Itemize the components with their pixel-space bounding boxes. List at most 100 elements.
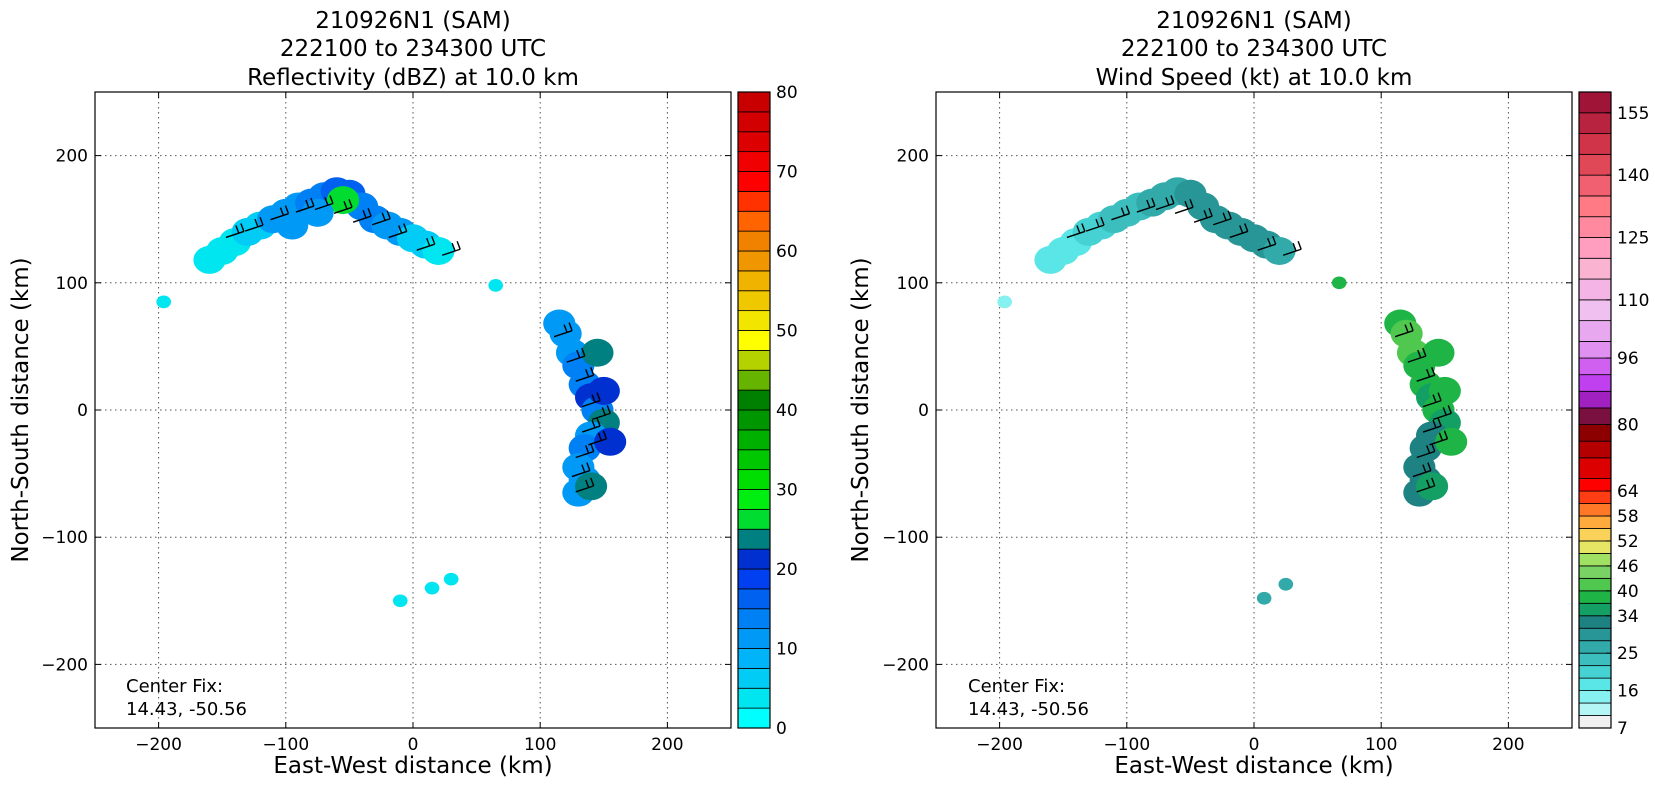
colorbar-segment	[1578, 715, 1612, 729]
colorbar-tick-label: 125	[1617, 228, 1649, 248]
reflectivity-field	[156, 177, 627, 608]
colorbar-segment	[737, 290, 771, 312]
colorbar-segment	[737, 369, 771, 391]
wind-barb	[352, 207, 372, 223]
wind-barb	[1229, 223, 1249, 239]
colorbar-tick-label: 70	[776, 163, 798, 183]
colorbar-tick-label: 16	[1617, 682, 1639, 702]
axis-ticks: −200 −100 0 100 200 −200 −100 0 100 200	[41, 92, 731, 755]
colorbar-segment	[1578, 615, 1612, 629]
wind-barb	[1257, 235, 1277, 251]
field-northwest-band	[1034, 177, 1296, 274]
colorbar-segment	[737, 349, 771, 371]
field-small-echoes	[156, 278, 503, 608]
x-tick-label: −200	[135, 735, 182, 755]
wind-barb	[588, 430, 608, 446]
colorbar-tick-label: 46	[1617, 557, 1639, 577]
center-fix-label: Center Fix:	[968, 676, 1065, 697]
colorbar-segment	[1578, 565, 1612, 579]
wind-barb	[566, 347, 586, 363]
x-tick-label: 0	[1249, 735, 1260, 755]
x-tick-label: −100	[262, 735, 309, 755]
field-northwest-band	[193, 177, 455, 274]
colorbar-tick-label: 60	[776, 242, 798, 262]
colorbar-segment	[1578, 602, 1612, 617]
field-cell	[594, 427, 627, 456]
field-small-echoes	[997, 276, 1347, 605]
wind-barb	[295, 197, 315, 213]
colorbar-tick-label: 25	[1617, 644, 1639, 664]
wind-barb	[371, 210, 391, 226]
wind-barb	[571, 462, 591, 478]
colorbar-segment	[1578, 540, 1612, 554]
reflectivity-colorbar: 0 10 20 30 40 50 60 70 80	[737, 83, 798, 739]
wind-barb	[1155, 195, 1175, 211]
colorbar-segment	[1578, 457, 1612, 479]
colorbar-segment	[1578, 424, 1612, 442]
y-tick-label: −200	[41, 655, 88, 675]
colorbar-segment	[737, 409, 771, 431]
colorbar-segment	[1578, 257, 1612, 280]
center-fix-value: 14.43, -50.56	[968, 699, 1089, 720]
wind-barb	[553, 322, 573, 338]
field-cell	[424, 581, 440, 595]
colorbar-segment	[1578, 112, 1612, 134]
colorbar-segment	[737, 270, 771, 292]
colorbar-segment	[1578, 320, 1612, 342]
wind-barb	[1193, 207, 1213, 223]
wind-barb	[1422, 392, 1442, 408]
colorbar-segment	[1578, 528, 1612, 542]
colorbar-segment	[1578, 299, 1612, 322]
colorbar-tick-label: 34	[1617, 607, 1639, 627]
chart-title-line-3: Wind Speed (kt) at 10.0 km	[1096, 65, 1413, 91]
colorbar-tick-label: 30	[776, 481, 798, 501]
wind-speed-colorbar: 7 16 25 34 40 46 52 58 64 80 96 110 125 140 155	[1578, 91, 1649, 739]
wind-barb	[1407, 347, 1427, 363]
chart-title-line-1: 210926N1 (SAM)	[1156, 8, 1352, 34]
field-cell	[997, 295, 1013, 309]
wind-barb	[1111, 205, 1131, 221]
field-cell	[422, 237, 455, 265]
colorbar-segment	[1578, 490, 1612, 504]
colorbar-segment	[737, 588, 771, 610]
wind-barb	[1085, 216, 1105, 232]
wind-barb	[1416, 366, 1436, 382]
wind-barb	[244, 216, 264, 232]
field-cell	[581, 338, 614, 367]
wind-barb	[1136, 197, 1156, 213]
x-axis-label: East-West distance (km)	[1114, 753, 1393, 779]
center-fix-label: Center Fix:	[126, 676, 223, 697]
colorbar-frame	[1578, 91, 1612, 729]
colorbar-tick-label: 7	[1617, 719, 1628, 739]
x-tick-label: 100	[1365, 735, 1397, 755]
wind-barb	[314, 195, 334, 211]
field-cell	[1422, 338, 1455, 367]
colorbar-segment	[1578, 174, 1612, 197]
colorbar-tick-label: 52	[1617, 532, 1639, 552]
colorbar-segment	[1578, 153, 1612, 176]
y-tick-label: 100	[56, 274, 88, 294]
colorbar-segment	[737, 210, 771, 232]
wind-barb	[1412, 462, 1432, 478]
wind-barbs	[225, 195, 611, 493]
wind-barb	[575, 477, 595, 493]
y-tick-label: 0	[918, 401, 929, 421]
colorbar-segment	[1578, 627, 1612, 642]
colorbar-segment	[737, 707, 771, 729]
colorbar-segment	[1578, 390, 1612, 409]
colorbar-segment	[1578, 515, 1612, 529]
colorbar-segment	[1578, 503, 1612, 517]
y-axis-label: North-South distance (km)	[8, 257, 34, 562]
colorbar-segment	[1578, 665, 1612, 679]
wind-barb	[581, 392, 601, 408]
wind-barb	[225, 223, 245, 239]
wind-barb	[1394, 322, 1414, 338]
field-eastern-band	[543, 309, 627, 507]
colorbar-segment	[737, 151, 771, 172]
field-cell	[1428, 376, 1461, 405]
chart-title-line-2: 222100 to 234300 UTC	[280, 36, 546, 62]
y-tick-label: −200	[882, 655, 929, 675]
x-tick-label: −100	[1103, 735, 1150, 755]
wind-barb	[1066, 223, 1086, 239]
